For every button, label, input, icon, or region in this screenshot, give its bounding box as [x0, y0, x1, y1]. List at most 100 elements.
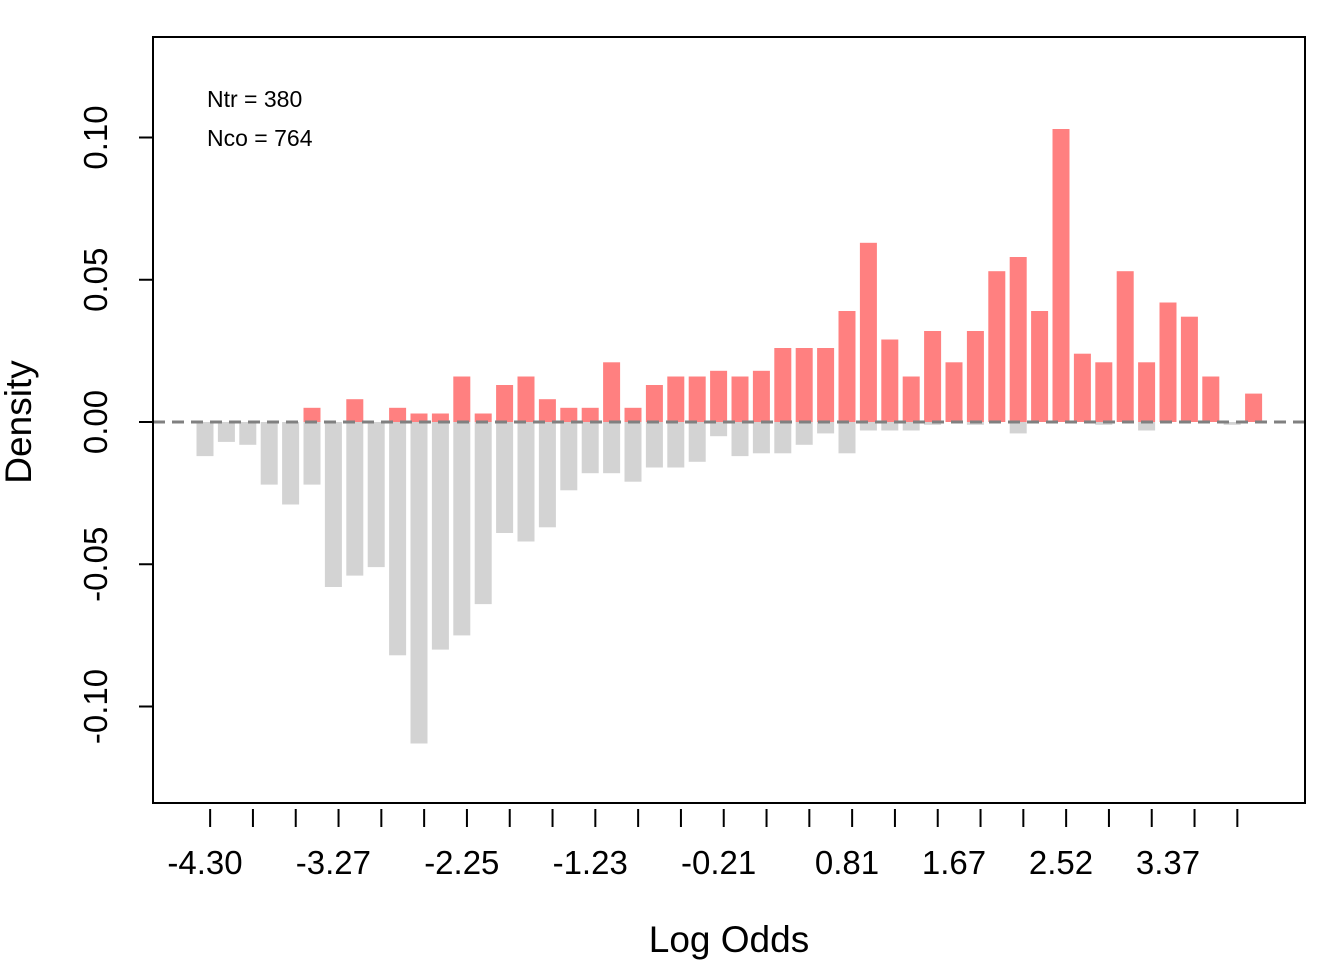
treated-bar: [731, 376, 749, 422]
control-bar: [324, 422, 342, 587]
control-bar: [410, 422, 428, 744]
treated-bar: [346, 399, 364, 422]
treated-bar: [752, 370, 770, 422]
control-bar: [474, 422, 492, 605]
y-tick-label: -0.05: [77, 527, 114, 602]
control-bar: [282, 422, 300, 505]
x-tick-label: -1.23: [553, 844, 628, 881]
y-axis: -0.10 -0.05 0.00 0.05 0.10: [77, 105, 153, 744]
treated-bar: [1138, 362, 1156, 422]
control-bar: [710, 422, 728, 437]
treated-bar: [1009, 257, 1027, 422]
control-bar: [774, 422, 792, 454]
treated-bar: [1052, 129, 1070, 422]
treated-bar: [303, 407, 321, 422]
control-bar: [731, 422, 749, 457]
treated-bar: [410, 413, 428, 422]
control-bar: [1009, 422, 1027, 434]
treated-bar: [1245, 393, 1263, 422]
treated-bar: [496, 385, 514, 422]
control-bar: [1223, 422, 1241, 425]
bars-layer: [196, 129, 1263, 744]
control-bar: [538, 422, 556, 528]
treated-bar: [710, 370, 728, 422]
treated-bar: [560, 407, 578, 422]
control-bar: [902, 422, 920, 431]
x-tick-label: -2.25: [424, 844, 499, 881]
control-bar: [431, 422, 449, 650]
control-bar: [795, 422, 813, 445]
treated-bar: [474, 413, 492, 422]
control-bar: [624, 422, 642, 482]
control-bar: [645, 422, 663, 468]
treated-bar: [1095, 362, 1113, 422]
treated-bar: [881, 339, 899, 422]
control-bar: [496, 422, 514, 533]
treated-bar: [795, 348, 813, 422]
control-bar: [196, 422, 214, 457]
control-bar: [859, 422, 877, 431]
y-tick-label: 0.10: [77, 105, 114, 169]
control-bar: [667, 422, 685, 468]
control-bar: [817, 422, 835, 434]
treated-bar: [1180, 316, 1198, 422]
control-bar: [1138, 422, 1156, 431]
y-axis-title: Density: [0, 360, 39, 484]
treated-bar: [453, 376, 471, 422]
plot-frame: [152, 36, 1306, 804]
treated-bar: [966, 331, 984, 422]
x-tick-label: 2.52: [1029, 844, 1093, 881]
treated-bar: [1073, 353, 1091, 422]
treated-bar: [988, 271, 1006, 422]
treated-bar: [581, 407, 599, 422]
treated-bar: [838, 311, 856, 422]
x-tick-label: 1.67: [922, 844, 986, 881]
y-tick-label: 0.00: [77, 390, 114, 454]
x-axis: -4.30 -3.27 -2.25 -1.23 -0.21 0.81 1.67 2.52 3.3…: [167, 809, 1239, 881]
y-tick-label: -0.10: [77, 669, 114, 744]
x-tick-label: -3.27: [296, 844, 371, 881]
control-bar: [838, 422, 856, 454]
control-bar: [560, 422, 578, 491]
control-bar: [453, 422, 471, 636]
y-tick-label: 0.05: [77, 248, 114, 312]
treated-bar: [859, 242, 877, 422]
control-bar: [688, 422, 706, 462]
control-bar: [752, 422, 770, 454]
control-bar: [367, 422, 385, 568]
treated-bar: [817, 348, 835, 422]
treated-bar: [389, 407, 407, 422]
treated-bar: [774, 348, 792, 422]
control-bar: [303, 422, 321, 485]
control-bar: [603, 422, 621, 474]
treated-bar: [431, 413, 449, 422]
x-tick-label: 0.81: [815, 844, 879, 881]
treated-bar: [924, 331, 942, 422]
treated-bar: [1159, 302, 1177, 422]
x-tick-label: -4.30: [167, 844, 242, 881]
treated-bar: [517, 376, 535, 422]
treated-bar: [624, 407, 642, 422]
treated-bar: [603, 362, 621, 422]
x-tick-label: -0.21: [681, 844, 756, 881]
treated-bar: [667, 376, 685, 422]
treated-bar: [945, 362, 963, 422]
control-bar: [260, 422, 278, 485]
treated-bar: [902, 376, 920, 422]
treated-bar: [538, 399, 556, 422]
control-bar: [217, 422, 235, 442]
control-bar: [517, 422, 535, 542]
x-tick-label: 3.37: [1136, 844, 1200, 881]
control-bar: [581, 422, 599, 474]
control-bar: [346, 422, 364, 576]
x-axis-title: Log Odds: [649, 919, 809, 960]
control-bar: [389, 422, 407, 656]
annotation-nco: Nco = 764: [207, 125, 313, 151]
treated-bar: [1031, 311, 1049, 422]
treated-bar: [1116, 271, 1134, 422]
treated-bar: [645, 385, 663, 422]
treated-bar: [1202, 376, 1220, 422]
treated-bar: [688, 376, 706, 422]
annotation-ntr: Ntr = 380: [207, 86, 302, 112]
